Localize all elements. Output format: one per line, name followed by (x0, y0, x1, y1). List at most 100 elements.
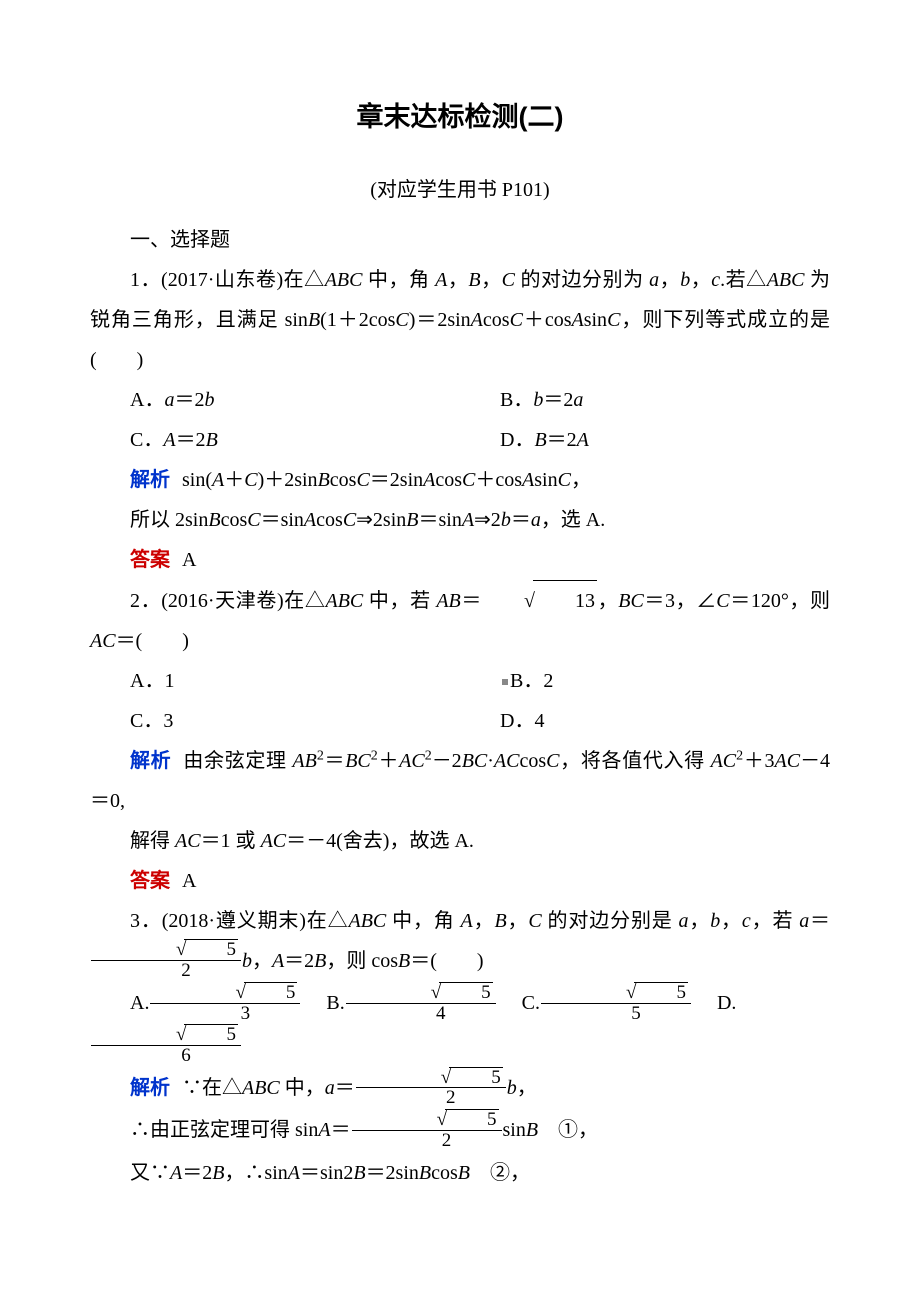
radicand: 5 (244, 982, 298, 1003)
var: A (304, 509, 316, 531)
den: 4 (346, 1004, 496, 1024)
var: C (528, 910, 541, 932)
text: cos (221, 509, 248, 531)
text: 解得 (130, 830, 175, 852)
var: C (395, 309, 408, 331)
var: b (533, 389, 543, 411)
fraction: 56 (91, 1024, 241, 1066)
var: B (206, 429, 218, 451)
text: ， (690, 269, 711, 291)
radicand: 5 (445, 1109, 499, 1130)
text: ＋3 (743, 750, 774, 772)
var: C (343, 509, 356, 531)
text: ＝2 (547, 429, 577, 451)
text: 3．(2018·遵义期末)在△ (130, 910, 348, 932)
q1-options-row2: C．A＝2B D．B＝2A (90, 420, 830, 460)
var: C (546, 750, 559, 772)
text: ， (597, 590, 618, 612)
var: b (501, 509, 511, 531)
text: ＋cos (475, 469, 522, 491)
var: A (288, 1162, 300, 1184)
text: cos (316, 509, 343, 531)
var: AC (90, 630, 116, 652)
label: C． (130, 429, 163, 451)
text: ∴由正弦定理可得 sin (130, 1119, 318, 1141)
var: c (711, 269, 720, 291)
fraction: 53 (150, 982, 300, 1024)
text: ， (481, 269, 502, 291)
var: BC (462, 750, 488, 772)
section-heading: 一、选择题 (90, 220, 830, 260)
text: 中， (280, 1077, 325, 1099)
text: ＋ (224, 469, 244, 491)
label: D. (717, 992, 736, 1014)
var: B (458, 1162, 470, 1184)
text: ，若 (751, 910, 799, 932)
radicand: 13 (533, 580, 597, 621)
text: · (487, 750, 494, 772)
label: C. (522, 992, 540, 1014)
text: ＝sin2 (300, 1162, 353, 1184)
text: sin( (182, 469, 212, 491)
var: B (406, 509, 418, 531)
text: ，选 A. (541, 509, 605, 531)
text: cos (330, 469, 357, 491)
text: ⇒2sin (356, 509, 406, 531)
var: c (742, 910, 751, 932)
text: ＝2 (284, 950, 314, 972)
q2-optC: C．3 (90, 701, 460, 741)
var: A (212, 469, 224, 491)
var: A (435, 269, 447, 291)
var: C (502, 269, 515, 291)
var: B (526, 1119, 538, 1141)
text: ＋cos (523, 309, 572, 331)
text: ， (252, 950, 272, 972)
q3-optA: A.53 (130, 992, 301, 1014)
fraction: 54 (346, 982, 496, 1024)
var: b (242, 950, 252, 972)
text: ，将各值代入得 (560, 750, 711, 772)
var: AC (399, 750, 425, 772)
answer-value: A (182, 870, 196, 892)
text: (1＋2cos (320, 309, 395, 331)
text: ＝ (335, 1077, 355, 1099)
q1-jiexi-line1: 解析sin(A＋C)＋2sinBcosC＝2sinAcosC＋cosAsinC， (90, 460, 830, 500)
var: C (558, 469, 571, 491)
text: ＝2 (543, 389, 573, 411)
text: ＝sin (261, 509, 304, 531)
q2-optA: A．1 (90, 661, 460, 701)
var: b (710, 910, 720, 932)
var: C (510, 309, 523, 331)
text: ， (507, 910, 529, 932)
page: 章末达标检测(二) (对应学生用书 P101) 一、选择题 1．(2017·山东… (0, 0, 920, 1302)
q1-options-row1: A．a＝2b B．b＝2a (90, 380, 830, 420)
var: A (423, 469, 435, 491)
answer-value: A (182, 549, 196, 571)
var: ABC (348, 910, 386, 932)
sqrt: 5 (134, 939, 238, 960)
text: sin (584, 309, 607, 331)
text: ＝2 (174, 389, 204, 411)
q1-optD: D．B＝2A (460, 420, 830, 460)
var: A (522, 469, 534, 491)
var: AC (711, 750, 737, 772)
text: ， (720, 910, 742, 932)
q1-jiexi-line2: 所以 2sinBcosC＝sinAcosC⇒2sinB＝sinA⇒2b＝a，选 … (90, 500, 830, 540)
q1-answer: 答案A (90, 540, 830, 580)
var: a (325, 1077, 335, 1099)
fraction: 52 (356, 1067, 506, 1109)
text: 又∵ (130, 1162, 170, 1184)
var: B (468, 269, 480, 291)
text: ，则 cos (326, 950, 398, 972)
var: C (244, 469, 257, 491)
den: 2 (352, 1131, 502, 1151)
var: B (353, 1162, 365, 1184)
var: B (212, 1162, 224, 1184)
label: B. (326, 992, 344, 1014)
q2-options-row2: C．3 D．4 (90, 701, 830, 741)
den: 2 (91, 961, 241, 981)
text: ＝2sin (366, 1162, 419, 1184)
text: ＋ (378, 750, 399, 772)
text: ， (517, 1077, 537, 1099)
var: A (318, 1119, 330, 1141)
